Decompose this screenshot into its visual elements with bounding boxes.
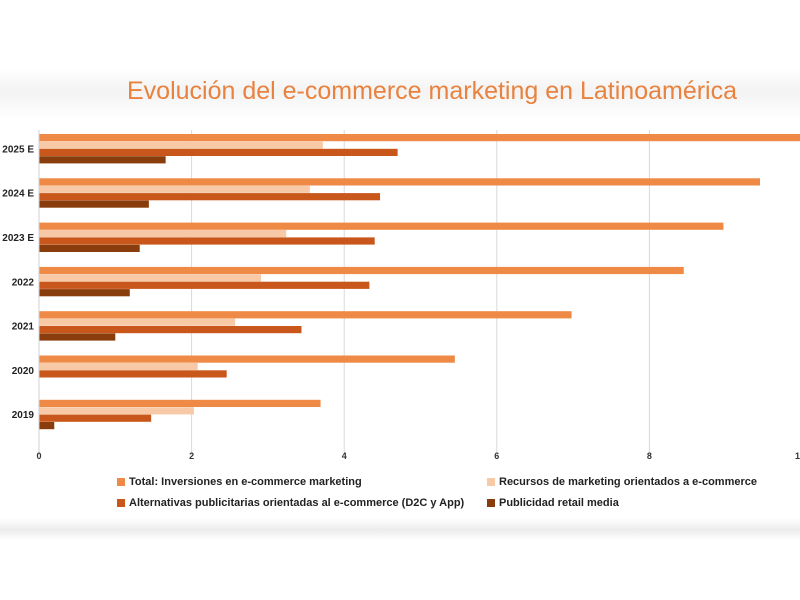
legend-item: Total: Inversiones en e-commerce marketi… [117, 476, 362, 488]
bar [39, 362, 198, 371]
bar [39, 414, 152, 422]
bar [39, 185, 310, 193]
chart-title: Evolución del e-commerce marketing en La… [127, 77, 738, 105]
legend-item: Alternativas publicitarias orientadas al… [117, 497, 464, 509]
legend-swatch [117, 478, 125, 486]
bar [39, 355, 455, 363]
bar [39, 222, 724, 230]
legend-label: Total: Inversiones en e-commerce marketi… [129, 476, 362, 488]
category-label: 2023 E [2, 233, 34, 244]
category-label: 2021 [12, 322, 35, 333]
bar [39, 193, 381, 201]
x-tick-label: 4 [342, 451, 347, 461]
bar [39, 178, 761, 186]
x-tick-label: 6 [494, 451, 499, 461]
legend-label: Recursos de marketing orientados a e-com… [499, 476, 757, 488]
bar [39, 141, 323, 149]
bar [39, 333, 116, 341]
bar [39, 281, 370, 289]
bar [39, 148, 398, 156]
x-tick-label: 2 [189, 451, 194, 461]
x-tick-label: 8 [647, 451, 652, 461]
legend-label: Alternativas publicitarias orientadas al… [129, 497, 465, 509]
bar [39, 326, 302, 334]
category-label: 2020 [12, 366, 35, 377]
legend-swatch [487, 499, 495, 507]
bar [39, 311, 572, 319]
bar [39, 318, 236, 326]
x-tick-label: 0 [36, 451, 41, 461]
bar [39, 289, 130, 297]
legend-swatch [487, 478, 495, 486]
bar [39, 274, 262, 282]
bar [39, 156, 166, 164]
bar-chart: 2025 E 2024 E 2023 E 2022 2021 2020 2019 0 2 4 6 8 1 [2, 130, 800, 461]
bar [39, 399, 321, 407]
legend-swatch [117, 499, 125, 507]
category-label: 2022 [12, 277, 35, 288]
legend-item: Publicidad retail media [487, 497, 619, 509]
bar [39, 422, 55, 430]
bar [39, 230, 287, 238]
legend-item: Recursos de marketing orientados a e-com… [487, 476, 757, 488]
bar [39, 266, 684, 275]
legend-label: Publicidad retail media [499, 497, 619, 509]
bar [39, 244, 140, 252]
bar [39, 200, 149, 208]
category-label: 2019 [12, 410, 35, 421]
bar [39, 134, 800, 142]
bar [39, 407, 194, 415]
footer-band [0, 518, 800, 540]
category-label: 2025 E [2, 144, 34, 155]
bar [39, 237, 375, 245]
x-tick-label: 1 [795, 451, 800, 461]
header-band [0, 68, 800, 120]
bar [39, 370, 227, 378]
category-label: 2024 E [2, 189, 34, 200]
